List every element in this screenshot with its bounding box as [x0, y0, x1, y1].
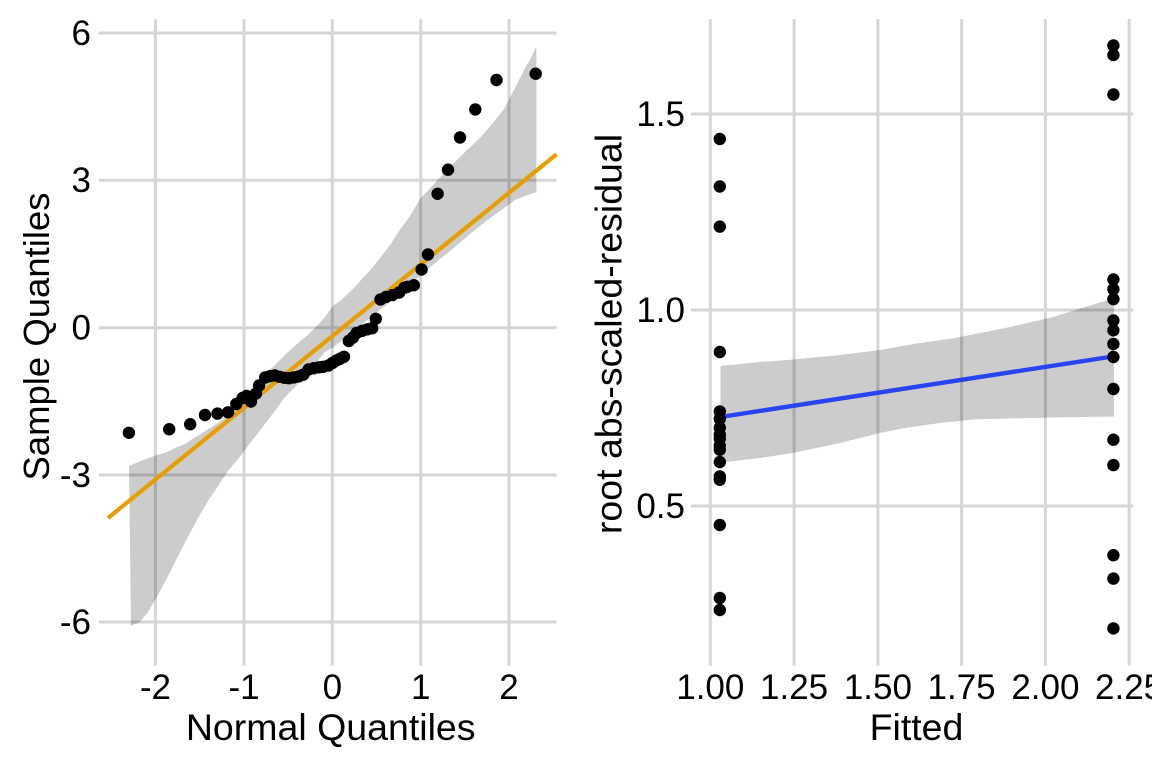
svg-text:0: 0 [323, 668, 342, 707]
svg-text:0.5: 0.5 [636, 487, 685, 526]
svg-text:1.75: 1.75 [928, 668, 996, 707]
svg-text:2.25: 2.25 [1095, 668, 1152, 707]
svg-text:6: 6 [72, 14, 91, 53]
svg-text:1.5: 1.5 [636, 95, 685, 134]
svg-text:2: 2 [499, 668, 518, 707]
svg-text:-6: -6 [60, 603, 91, 642]
svg-text:Normal Quantiles: Normal Quantiles [186, 706, 476, 748]
svg-text:1.00: 1.00 [676, 668, 744, 707]
svg-text:3: 3 [72, 161, 91, 200]
svg-text:1.25: 1.25 [760, 668, 828, 707]
svg-text:-2: -2 [140, 668, 171, 707]
svg-text:root abs-scaled-residual: root abs-scaled-residual [588, 134, 630, 534]
svg-text:2.00: 2.00 [1011, 668, 1079, 707]
svg-text:-1: -1 [228, 668, 259, 707]
svg-text:1.0: 1.0 [636, 291, 685, 330]
svg-text:0: 0 [72, 309, 91, 348]
svg-text:1: 1 [411, 668, 430, 707]
svg-text:Fitted: Fitted [870, 706, 964, 748]
svg-text:-3: -3 [60, 456, 91, 495]
svg-text:1.50: 1.50 [844, 668, 912, 707]
svg-text:Sample Quantiles: Sample Quantiles [16, 192, 57, 480]
